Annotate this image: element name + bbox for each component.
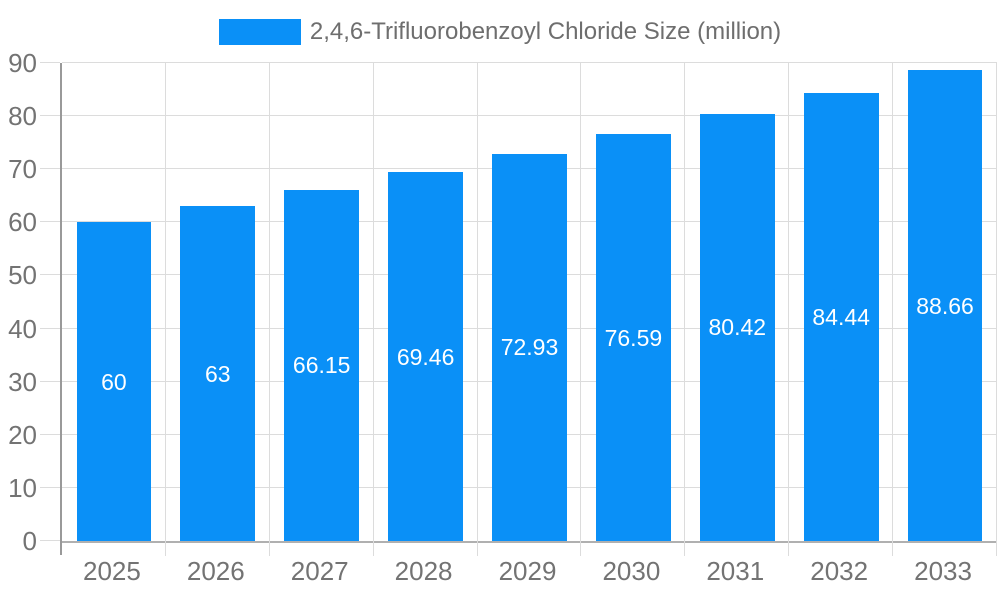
- x-axis-label: 2031: [706, 556, 765, 586]
- gridline-vertical: [996, 63, 997, 541]
- y-axis-tick-label: 80: [8, 101, 37, 132]
- y-axis-tick: [40, 62, 60, 63]
- x-axis-label: 2026: [186, 556, 245, 586]
- bar-2033[interactable]: [907, 70, 983, 541]
- bar-2027[interactable]: [284, 189, 360, 541]
- gridline-vertical: [580, 63, 582, 541]
- y-axis-tick-label: 70: [8, 154, 37, 185]
- y-axis-tick-label: 60: [8, 207, 37, 238]
- x-axis-tick: [268, 541, 270, 556]
- bar-2030[interactable]: [595, 134, 671, 541]
- y-axis-tick-label: 10: [8, 472, 37, 503]
- plot-area: 60 63 66.15 69.46 72.93 76.59 80.42 84.44 88.66: [40, 62, 997, 556]
- bar-2029[interactable]: [492, 153, 567, 541]
- y-axis-tick: [40, 221, 60, 223]
- bar-2025[interactable]: [76, 222, 152, 541]
- x-axis-label: 2030: [602, 556, 661, 586]
- legend-label: 2,4,6-Trifluorobenzoyl Chloride Size (mi…: [309, 18, 782, 45]
- x-axis-label: 2029: [498, 556, 557, 586]
- y-axis-tick: [40, 168, 60, 170]
- x-axis-label: 2033: [914, 556, 972, 586]
- y-axis-tick: [40, 433, 60, 435]
- gridline-vertical: [164, 63, 166, 541]
- bar-2026[interactable]: [180, 206, 256, 541]
- y-axis-tick: [40, 380, 60, 382]
- x-axis-tick-origin: [60, 541, 62, 555]
- legend-swatch-icon: [218, 19, 301, 45]
- y-axis-tick-label: 30: [8, 366, 37, 397]
- y-axis-tick-label: 20: [8, 419, 37, 450]
- y-axis-tick: [40, 327, 60, 329]
- gridline-vertical: [684, 63, 686, 541]
- x-axis-tick: [892, 541, 894, 556]
- bar-2028[interactable]: [388, 172, 463, 541]
- y-axis-tick: [40, 540, 60, 541]
- x-axis-label: 2025: [83, 556, 141, 586]
- gridline-horizontal: [62, 115, 997, 117]
- x-axis-label: 2027: [290, 556, 349, 586]
- gridline-horizontal: [62, 62, 997, 63]
- y-axis-tick: [40, 274, 60, 276]
- gridline-vertical: [476, 63, 478, 541]
- x-axis-tick: [580, 541, 582, 556]
- gridline-vertical: [268, 63, 270, 541]
- bar-2032[interactable]: [803, 92, 879, 541]
- y-axis-tick: [40, 115, 60, 117]
- y-axis-tick-label: 0: [22, 526, 37, 556]
- x-axis-tick: [476, 541, 478, 556]
- x-axis-label: 2028: [394, 556, 453, 586]
- gridline-vertical: [372, 63, 374, 541]
- x-axis-tick: [996, 541, 997, 556]
- legend[interactable]: 2,4,6-Trifluorobenzoyl Chloride Size (mi…: [0, 17, 1000, 47]
- gridline-vertical: [892, 63, 894, 541]
- x-axis-tick: [164, 541, 166, 556]
- x-axis-label: 2032: [810, 556, 869, 586]
- y-axis-tick-label: 90: [8, 48, 37, 78]
- bar-2031[interactable]: [699, 113, 775, 541]
- y-axis-tick-label: 50: [8, 260, 37, 291]
- y-axis-tick-label: 40: [8, 313, 37, 344]
- y-axis-tick: [40, 486, 60, 488]
- x-axis-tick: [684, 541, 686, 556]
- x-axis-tick: [788, 541, 790, 556]
- gridline-vertical: [788, 63, 790, 541]
- x-axis-tick: [372, 541, 374, 556]
